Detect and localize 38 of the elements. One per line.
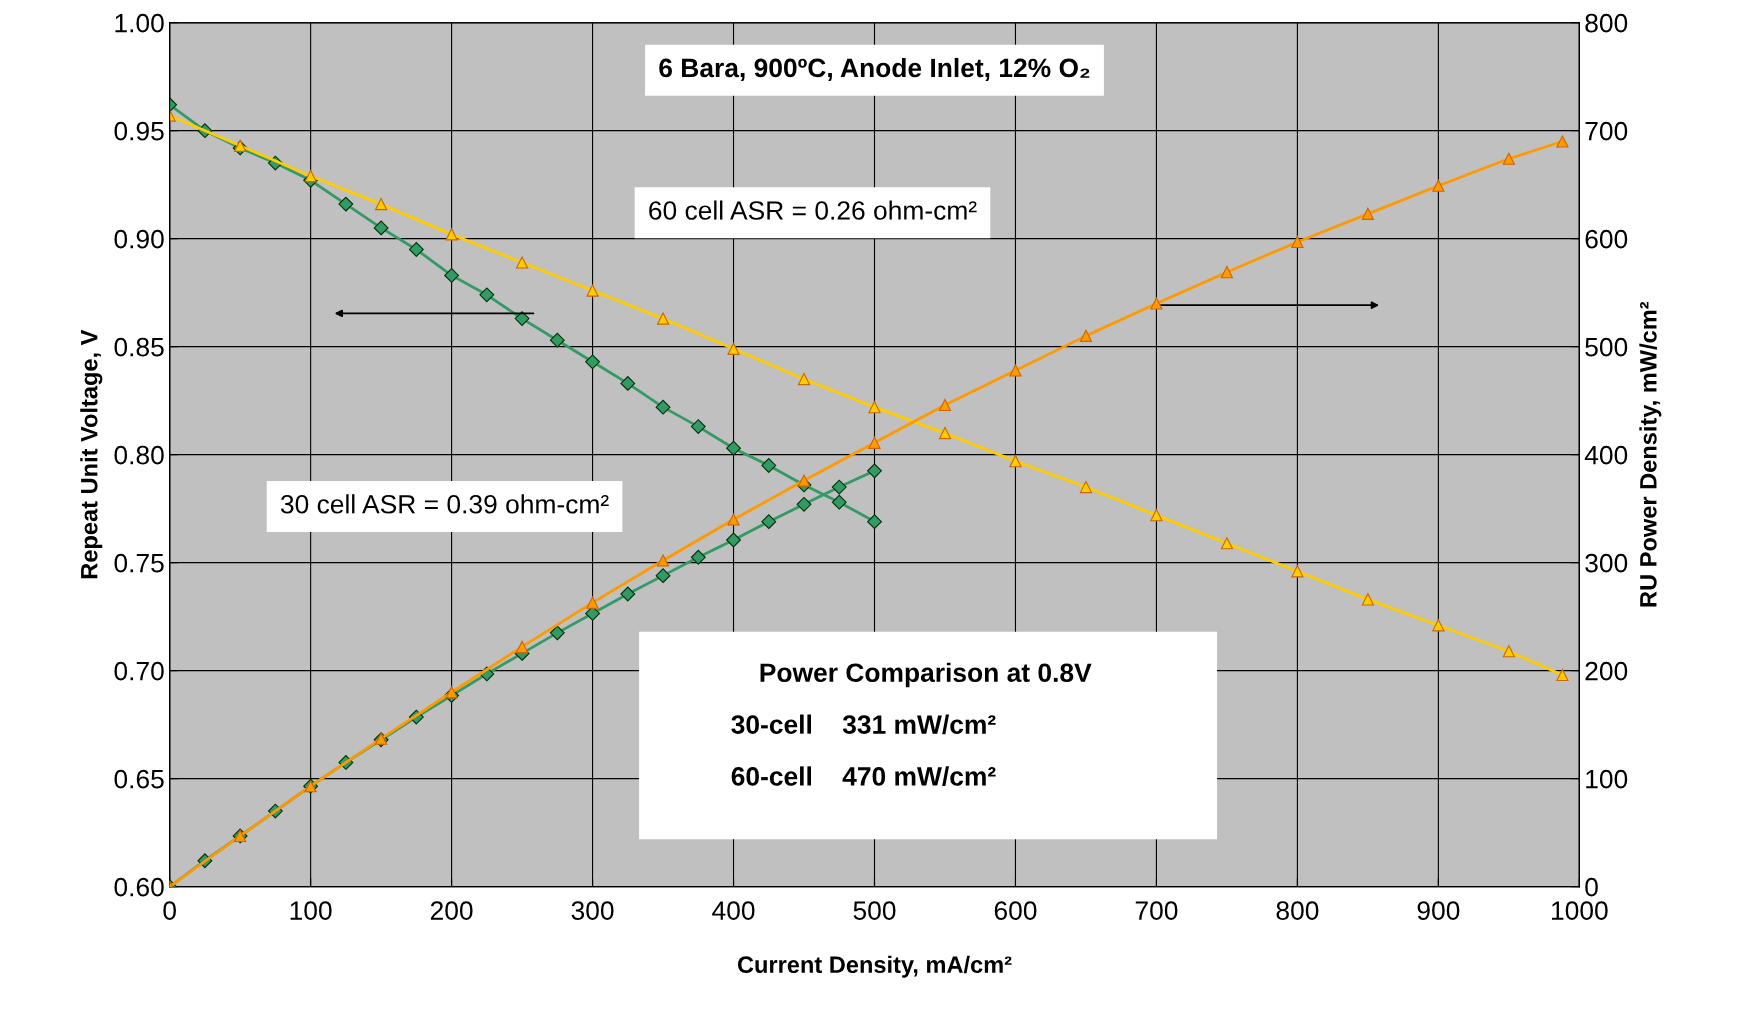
y-tick-label: 0.75	[114, 553, 164, 573]
y-tick-label: 0.90	[114, 229, 164, 249]
y-tick-label: 0.65	[114, 769, 164, 789]
y-tick-label: 0.60	[114, 877, 164, 897]
y-tick-label: 0.95	[114, 121, 164, 141]
annotation: 30 cell ASR = 0.39 ohm-cm²	[280, 494, 609, 514]
y-tick-label: 0.70	[114, 661, 164, 681]
y2-tick-label: 800	[1585, 13, 1628, 33]
y-tick-label: 1.00	[115, 13, 164, 33]
x-tick-label: 600	[994, 901, 1037, 920]
y2-tick-label: 0	[1585, 877, 1598, 897]
y2-tick-label: 400	[1584, 445, 1628, 465]
text: 6 Bara, 900ºC, Anode Inlet, 12% O₂	[659, 57, 1090, 82]
y2-tick-label: 600	[1585, 229, 1628, 249]
x-tick-label: 1000	[1552, 901, 1608, 920]
y2-tick-label: 700	[1585, 121, 1628, 141]
y-tick-label: 0.85	[114, 337, 164, 357]
annotation: 60-cell 470 mW/cm²	[731, 766, 996, 787]
x-tick-label: 900	[1417, 901, 1460, 920]
y2-tick-label: 500	[1585, 337, 1628, 357]
x-tick-label: 500	[853, 901, 896, 920]
y2-axis-title: RU Power Density, mW/cm²	[1639, 301, 1662, 607]
annotation: Power Comparison at 0.8V	[760, 662, 1092, 688]
y2-tick-label: 300	[1585, 553, 1628, 573]
y2-tick-label: 100	[1586, 769, 1628, 789]
y-tick-label: 0.80	[114, 445, 164, 465]
annotation: 60 cell ASR = 0.26 ohm-cm²	[649, 200, 977, 220]
annotation: 30-cell 331 mW/cm²	[731, 714, 996, 735]
x-tick-label: 0	[163, 901, 176, 920]
x-tick-label: 100	[290, 901, 332, 920]
y-axis-title: Repeat Unit Voltage, V	[80, 329, 103, 579]
x-tick-label: 800	[1276, 901, 1319, 920]
x-tick-label: 700	[1135, 901, 1178, 920]
x-tick-label: 200	[430, 901, 473, 920]
y2-tick-label: 200	[1585, 661, 1628, 681]
x-axis-title: Current Density, mA/cm²	[737, 955, 1012, 978]
x-tick-label: 400	[712, 901, 755, 920]
x-tick-label: 300	[571, 901, 614, 920]
